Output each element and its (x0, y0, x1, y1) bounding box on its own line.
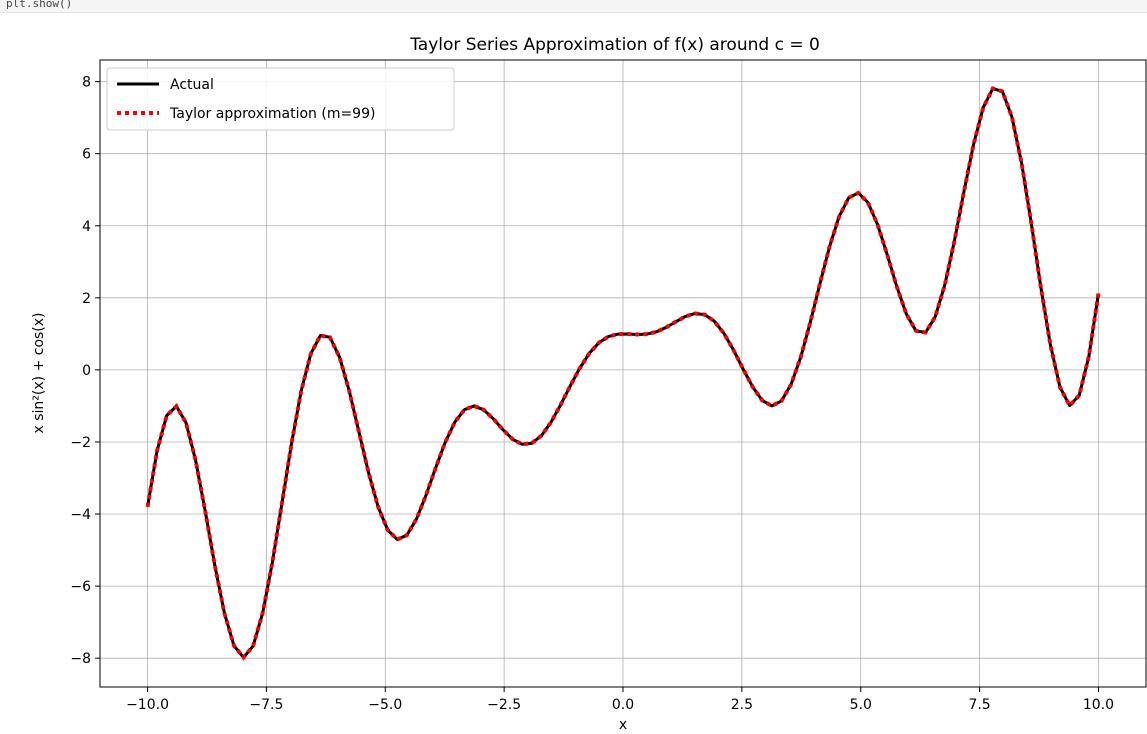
y-axis-ticks: −8 −6 −4 −2 0 2 4 6 8 (70, 75, 100, 667)
series-layer (145, 86, 1101, 661)
y-tick-label: 4 (82, 219, 91, 235)
grid-lines (100, 60, 1146, 687)
chart-title: Taylor Series Approximation of f(x) arou… (409, 35, 820, 55)
x-tick-label: 7.5 (968, 697, 990, 713)
x-tick-label: 0.0 (612, 697, 634, 713)
x-tick-label: 2.5 (731, 697, 753, 713)
x-tick-label: −5.0 (368, 697, 402, 713)
legend-label-actual: Actual (170, 77, 214, 93)
cell-code-text: plt.show() (6, 0, 73, 10)
y-tick-label: −2 (70, 435, 91, 451)
x-axis-ticks: −10.0 −7.5 −5.0 −2.5 0.0 2.5 5.0 7.5 10.0 (126, 687, 1114, 713)
series-line-taylor (145, 86, 1101, 661)
y-tick-label: 8 (82, 75, 91, 91)
notebook-cell-strip: plt.show() (0, 0, 1147, 13)
x-tick-label: 5.0 (850, 697, 872, 713)
legend: Actual Taylor approximation (m=99) (106, 67, 455, 131)
y-tick-label: 2 (82, 291, 91, 307)
legend-label-taylor: Taylor approximation (m=99) (169, 106, 375, 122)
x-tick-label: −7.5 (249, 697, 283, 713)
x-tick-label: 10.0 (1083, 697, 1114, 713)
x-axis-label: x (619, 717, 627, 733)
y-tick-label: −4 (70, 507, 91, 523)
y-axis-label: x sin²(x) + cos(x) (31, 312, 47, 433)
y-tick-label: −6 (70, 579, 91, 595)
y-tick-label: −8 (70, 651, 91, 667)
x-tick-label: −2.5 (487, 697, 521, 713)
legend-box (106, 67, 455, 131)
x-tick-label: −10.0 (126, 697, 169, 713)
y-tick-label: 0 (82, 363, 91, 379)
y-tick-label: 6 (82, 147, 91, 163)
